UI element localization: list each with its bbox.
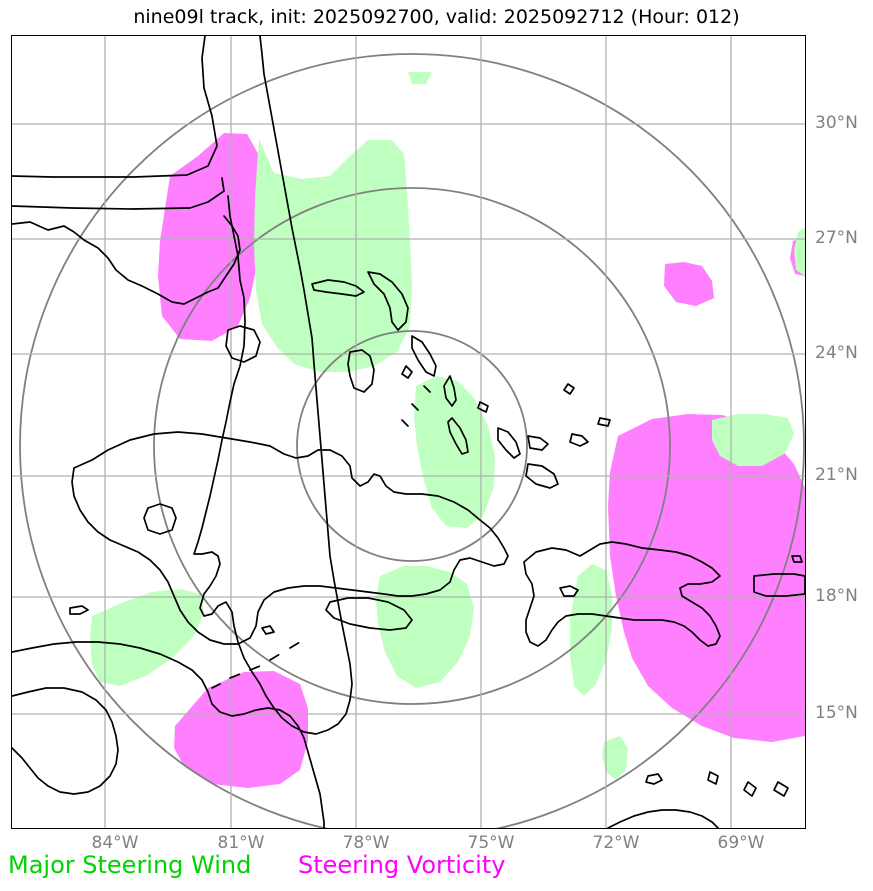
map-canvas xyxy=(12,36,805,828)
coastline-bahamas-small-d xyxy=(597,417,611,427)
coastline-bahamas-longisland xyxy=(447,417,469,455)
coastline-bahamas-mayaguana xyxy=(527,435,549,451)
coastline-bahamas-inagua xyxy=(525,463,559,489)
coastline-lesser-antilles-s3 xyxy=(773,781,789,797)
coastline-bahamas-small-a xyxy=(401,365,413,379)
coastline-aruba-curacao xyxy=(645,773,663,785)
coastline-south-america xyxy=(607,809,719,828)
lake-okeechobee xyxy=(225,325,261,363)
y-tick-30n: 30°N xyxy=(815,113,858,133)
y-tick-21n: 21°N xyxy=(815,465,858,485)
range-ring-inner xyxy=(296,330,528,562)
coastline-jamaica xyxy=(325,597,413,631)
coastline-florida-keys xyxy=(211,641,301,689)
y-tick-15n: 15°N xyxy=(815,703,858,723)
map-plot-area[interactable] xyxy=(11,35,806,829)
coastline-bahamas-eleuthera xyxy=(411,335,437,377)
x-tick-81w: 81°W xyxy=(217,833,265,853)
coastline-colombia-islets xyxy=(261,625,275,635)
coastline-cuba xyxy=(71,431,509,645)
coastline-bahamas-small-c xyxy=(563,383,575,395)
x-tick-84w: 84°W xyxy=(91,833,139,853)
legend-major-steering-wind: Major Steering Wind xyxy=(8,851,252,879)
y-tick-18n: 18°N xyxy=(815,586,858,606)
coastline-bahamas-crooked xyxy=(497,427,521,459)
coastline-bahamas-cat xyxy=(443,375,457,407)
coastline-bahamas-abaco xyxy=(367,271,409,331)
coastline-lesser-antilles-s xyxy=(707,771,719,785)
coastline-bahamas-small-b xyxy=(477,401,489,413)
range-ring-middle xyxy=(153,187,671,705)
coastline-bahamas-grand xyxy=(311,279,365,297)
map-gridlines xyxy=(12,36,805,828)
coastline-gulf-shore xyxy=(12,215,241,305)
coastline-nicaragua-inner xyxy=(12,687,119,795)
coastline-lesser-antilles-s2 xyxy=(743,781,757,797)
y-tick-24n: 24°N xyxy=(815,343,858,363)
coastline-swan-island xyxy=(69,605,89,615)
page-title: nine09l track, init: 2025092700, valid: … xyxy=(133,6,740,28)
coastline-isla-juventud xyxy=(143,503,177,535)
map-legend: Major Steering Wind Steering Vorticity xyxy=(0,851,873,885)
coastline-haiti-gonave xyxy=(559,585,579,597)
coastline-virgin-islands xyxy=(791,555,803,563)
range-ring-outer xyxy=(19,53,805,828)
coastline-us-gulf xyxy=(12,177,225,210)
coastline-florida xyxy=(193,36,353,735)
x-tick-78w: 78°W xyxy=(342,833,390,853)
coastline-turks xyxy=(569,433,589,447)
legend-steering-vorticity: Steering Vorticity xyxy=(298,851,506,879)
x-tick-75w: 75°W xyxy=(467,833,515,853)
x-tick-72w: 72°W xyxy=(592,833,640,853)
coastline-hispaniola xyxy=(523,541,721,647)
coastlines xyxy=(12,36,805,828)
range-rings xyxy=(19,53,805,828)
coastline-puerto-rico xyxy=(753,573,805,597)
coastline-bahamas-exuma xyxy=(401,385,431,427)
coastline-bahamas-andros xyxy=(347,349,375,393)
coastline-us-southeast xyxy=(12,36,218,178)
x-tick-69w: 69°W xyxy=(717,833,765,853)
coastline-central-america xyxy=(12,641,325,828)
y-tick-27n: 27°N xyxy=(815,228,858,248)
